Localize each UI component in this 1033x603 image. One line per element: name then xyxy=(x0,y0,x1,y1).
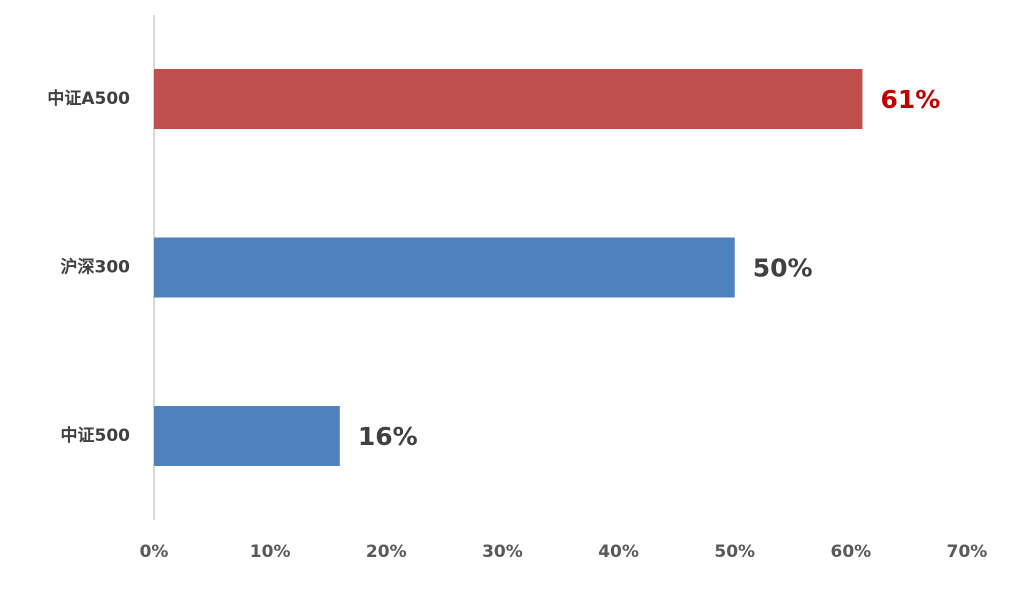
x-tick-label: 50% xyxy=(714,542,755,562)
x-tick-label: 30% xyxy=(482,542,523,562)
y-tick-label: 中证500 xyxy=(61,425,131,446)
value-label: 16% xyxy=(358,422,418,451)
y-tick-label: 中证A500 xyxy=(47,88,130,109)
x-tick-label: 60% xyxy=(831,542,872,562)
bar xyxy=(154,406,340,466)
x-tick-label: 70% xyxy=(947,542,988,562)
bar xyxy=(154,69,863,129)
x-tick-label: 40% xyxy=(598,542,639,562)
x-tick-label: 20% xyxy=(366,542,407,562)
y-tick-label: 沪深300 xyxy=(61,257,131,278)
bar xyxy=(154,237,735,298)
value-label: 50% xyxy=(753,254,813,283)
value-label: 61% xyxy=(880,85,940,114)
x-tick-label: 10% xyxy=(250,542,291,562)
x-tick-label: 0% xyxy=(140,542,169,562)
